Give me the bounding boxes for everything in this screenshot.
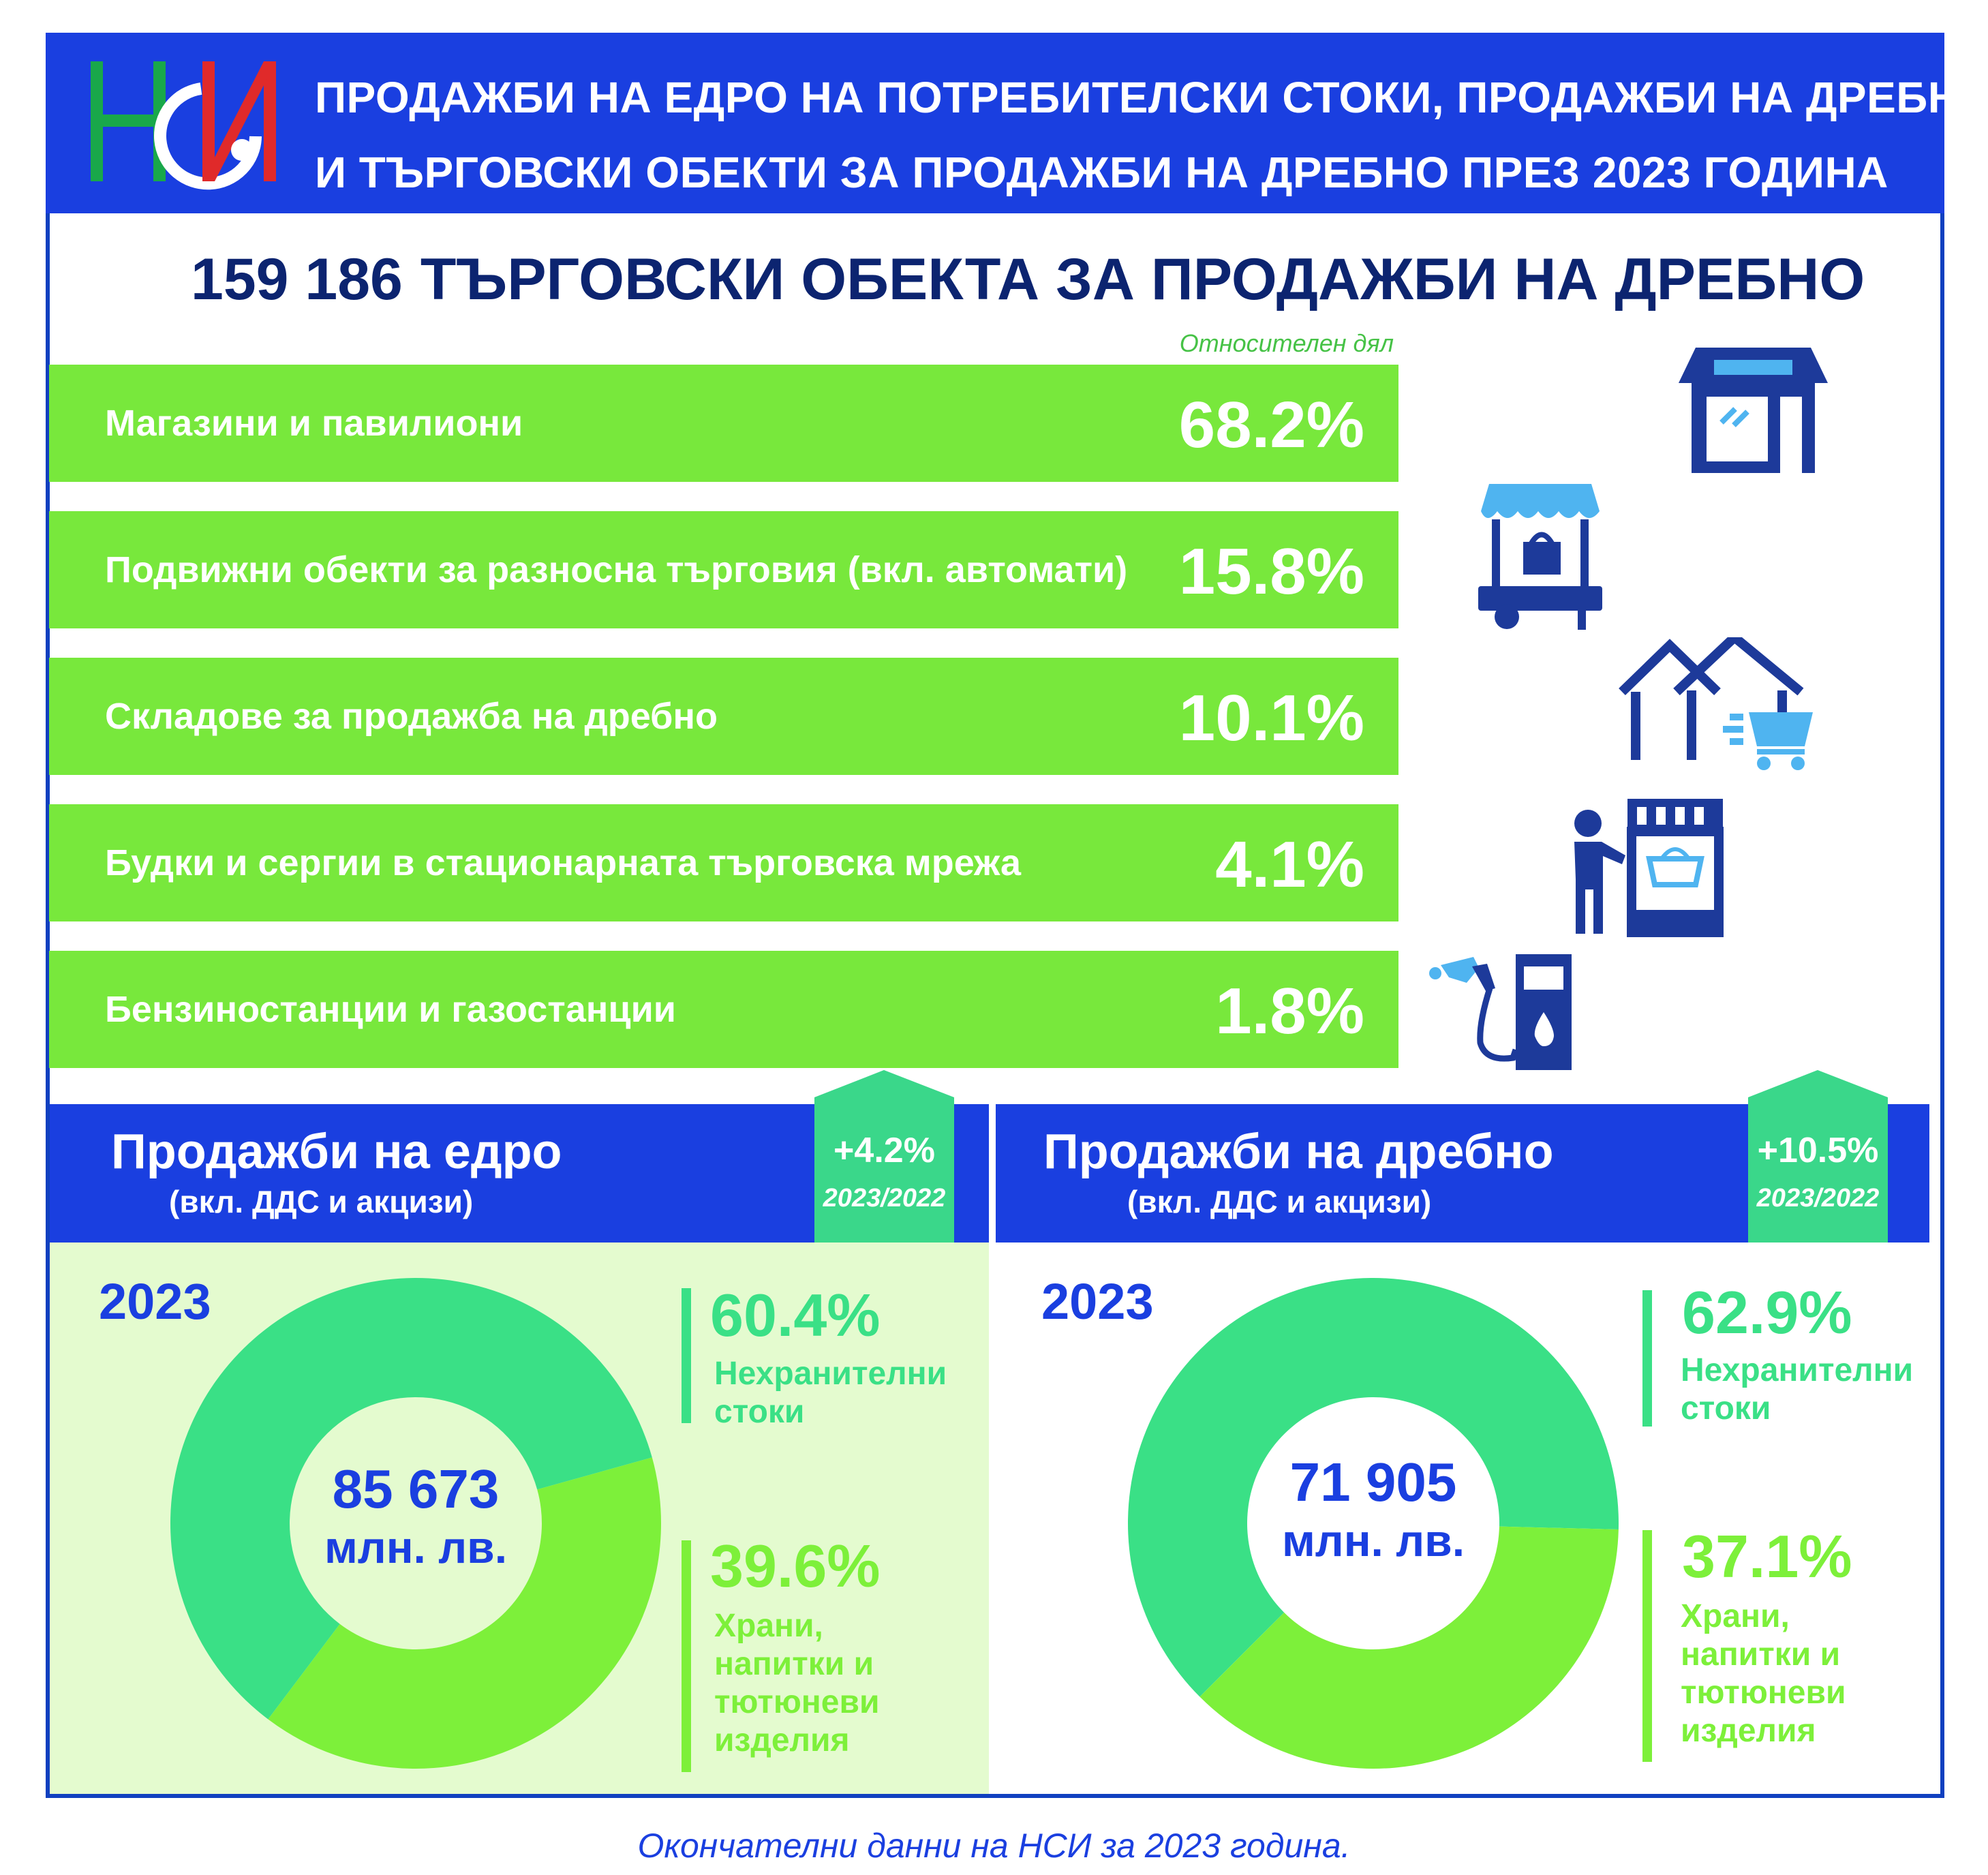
retail-growth-period: 2023/2022: [1756, 1184, 1880, 1213]
warehouse-cart-icon: [1619, 637, 1813, 770]
wholesale-growth-badge: +4.2% 2023/2022: [814, 1070, 954, 1243]
header-title-line2: И ТЪРГОВСКИ ОБЕКТИ ЗА ПРОДАЖБИ НА ДРЕБНО…: [315, 148, 1888, 197]
outlet-bar-value: 15.8%: [1178, 535, 1364, 608]
retail-nonfood-marker: [1642, 1290, 1652, 1427]
retail-total-unit: млн. лв.: [1281, 1515, 1465, 1566]
shop-icon: [1679, 348, 1828, 473]
wholesale-nonfood-marker: [682, 1288, 691, 1423]
nsi-logo: [91, 61, 276, 190]
fuel-station-icon: [1429, 954, 1572, 1070]
retail-food-line1: Храни,: [1681, 1598, 1790, 1634]
market-cart-icon: [1478, 484, 1602, 630]
donut-slice-food: [268, 1457, 662, 1769]
retail-nonfood-line1: Нехранителни: [1681, 1352, 1914, 1388]
retail-food-line3: тютюневи: [1681, 1675, 1846, 1711]
header-banner: [46, 33, 1944, 213]
wholesale-title: Продажби на едро: [111, 1125, 562, 1179]
wholesale-total-unit: млн. лв.: [324, 1522, 508, 1572]
wholesale-growth-period: 2023/2022: [823, 1184, 946, 1213]
wholesale-food-line2: напитки и: [714, 1646, 874, 1682]
donut-slice-nonfood: [1128, 1278, 1619, 1697]
wholesale-growth-value: +4.2%: [834, 1131, 935, 1170]
outlet-bar-label: Бензиностанции и газостанции: [105, 989, 676, 1030]
outlet-bar-label: Складове за продажба на дребно: [105, 696, 718, 737]
outlet-bar-kiosks: Будки и сергии в стационарната търговска…: [49, 804, 1398, 921]
donut-slice-nonfood: [170, 1278, 652, 1720]
wholesale-food-line3: тютюневи: [714, 1684, 880, 1720]
wholesale-nonfood-line2: стоки: [714, 1394, 805, 1430]
wholesale-total-number: 85 673: [332, 1459, 500, 1519]
total-outlets-heading: 159 186 ТЪРГОВСКИ ОБЕКТА ЗА ПРОДАЖБИ НА Д…: [191, 239, 1865, 320]
wholesale-year: 2023: [99, 1273, 211, 1330]
footer-note: Окончателни данни на НСИ за 2023 година.: [637, 1827, 1351, 1865]
wholesale-nonfood-line1: Нехранителни: [714, 1356, 947, 1392]
retail-food-pct: 37.1%: [1682, 1523, 1852, 1590]
wholesale-header: Продажби на едро (вкл. ДДС и акцизи) +4.…: [50, 1070, 989, 1243]
total-outlets-number: 159 186: [191, 247, 403, 312]
header-title: ПРОДАЖБИ НА ЕДРО НА ПОТРЕБИТЕЛСКИ СТОКИ,…: [315, 60, 1988, 210]
outlet-bar-fuel: Бензиностанции и газостанции 1.8%: [49, 951, 1398, 1068]
retail-title: Продажби на дребно: [1043, 1125, 1554, 1179]
retail-donut: [1128, 1278, 1619, 1769]
retail-food-marker: [1642, 1530, 1652, 1762]
outlet-bar-label: Магазини и павилиони: [105, 403, 523, 444]
outlet-bar-mobile: Подвижни обекти за разносна търговия (вк…: [49, 511, 1398, 628]
wholesale-food-marker: [682, 1540, 691, 1772]
wholesale-food-line1: Храни,: [714, 1608, 823, 1644]
share-caption: Относителен дял: [1179, 329, 1394, 357]
outlet-bar-label: Подвижни обекти за разносна търговия (вк…: [105, 549, 1128, 590]
outlet-bar-value: 68.2%: [1178, 388, 1364, 461]
wholesale-food-line4: изделия: [714, 1722, 850, 1758]
wholesale-nonfood-pct: 60.4%: [710, 1281, 881, 1349]
outlet-bar-shops: Магазини и павилиони 68.2%: [49, 365, 1398, 482]
retail-food-line2: напитки и: [1681, 1636, 1841, 1673]
wholesale-total: 85 673 млн. лв.: [293, 1459, 538, 1574]
retail-total-number: 71 905: [1289, 1452, 1457, 1512]
retail-nonfood-line2: стоки: [1681, 1390, 1771, 1427]
retail-total: 71 905 млн. лв.: [1251, 1452, 1496, 1568]
header-title-line1: ПРОДАЖБИ НА ЕДРО НА ПОТРЕБИТЕЛСКИ СТОКИ,…: [315, 73, 1988, 122]
outlet-bar-warehouses: Складове за продажба на дребно 10.1%: [49, 658, 1398, 775]
kiosk-person-icon: [1574, 799, 1724, 937]
outlet-bar-label: Будки и сергии в стационарната търговска…: [105, 842, 1022, 883]
retail-year: 2023: [1041, 1273, 1154, 1330]
wholesale-subtitle: (вкл. ДДС и акцизи): [169, 1184, 474, 1219]
wholesale-food-pct: 39.6%: [710, 1532, 881, 1600]
wholesale-donut: [170, 1278, 662, 1769]
retail-food-line4: изделия: [1681, 1713, 1816, 1749]
donut-slice-food: [1199, 1526, 1619, 1769]
outlet-bar-value: 10.1%: [1178, 682, 1364, 754]
outlet-bar-value: 4.1%: [1215, 828, 1364, 901]
retail-growth-value: +10.5%: [1757, 1131, 1879, 1170]
outlet-bar-value: 1.8%: [1215, 975, 1364, 1048]
retail-growth-badge: +10.5% 2023/2022: [1748, 1070, 1888, 1243]
retail-nonfood-pct: 62.9%: [1682, 1279, 1852, 1346]
retail-header: Продажби на дребно (вкл. ДДС и акцизи) +…: [996, 1070, 1929, 1243]
retail-subtitle: (вкл. ДДС и акцизи): [1127, 1184, 1432, 1219]
total-outlets-label: ТЪРГОВСКИ ОБЕКТА ЗА ПРОДАЖБИ НА ДРЕБНО: [420, 247, 1865, 312]
